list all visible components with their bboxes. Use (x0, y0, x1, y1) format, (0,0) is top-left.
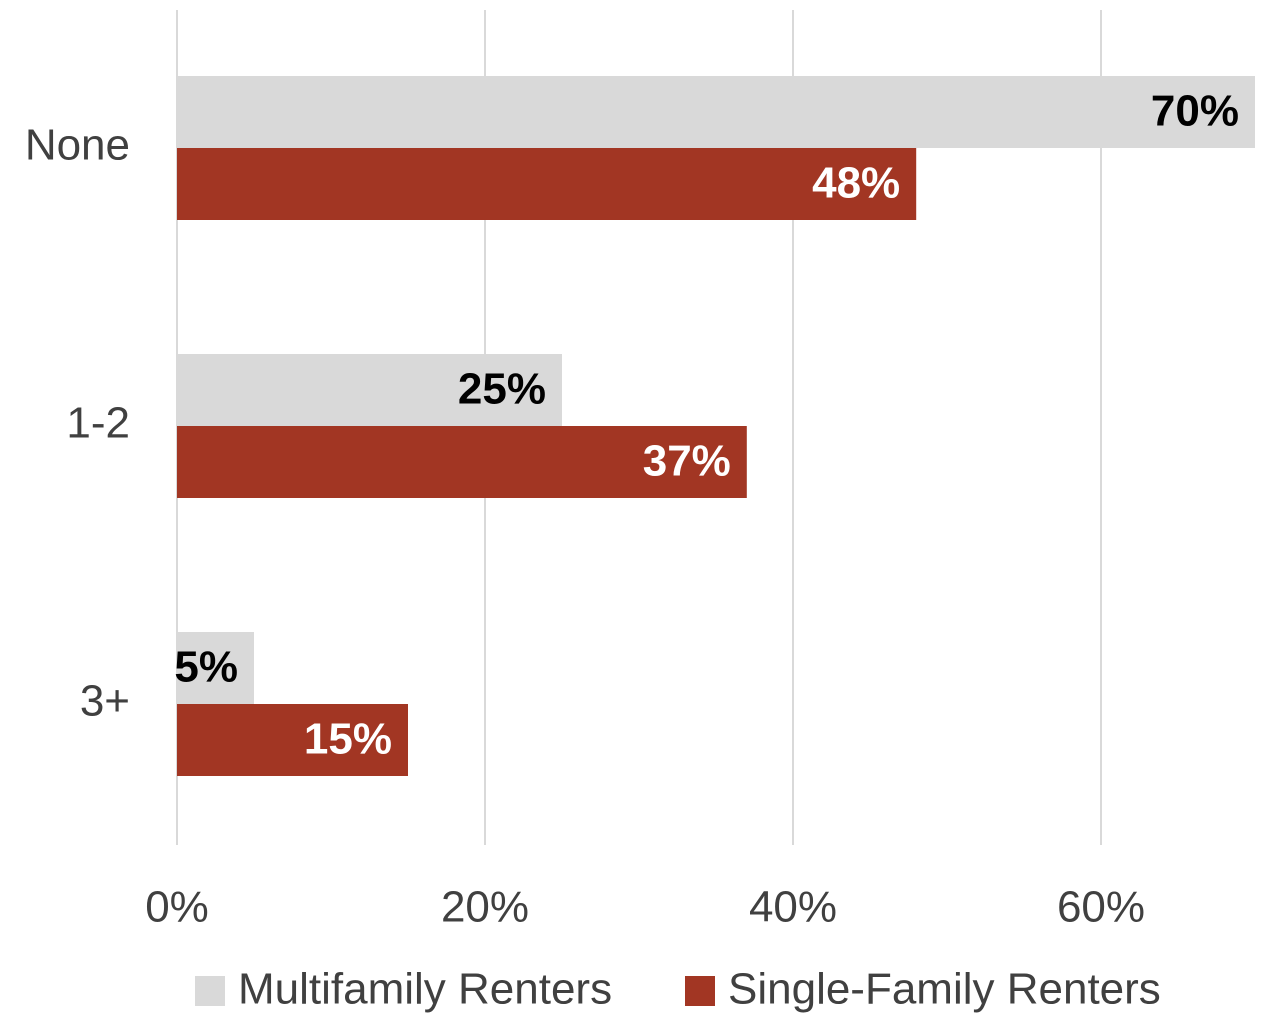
x-tick-label: 0% (145, 883, 209, 932)
x-tick-label: 20% (441, 883, 529, 932)
legend-label: Multifamily Renters (238, 965, 612, 1014)
bar (177, 76, 1255, 148)
bar (177, 704, 408, 776)
value-label: 48% (812, 159, 900, 208)
legend-swatch (195, 976, 225, 1006)
legend-label: Single-Family Renters (728, 965, 1161, 1014)
y-tick-label: 3+ (80, 677, 130, 726)
legend-swatch (685, 976, 715, 1006)
value-label: 37% (643, 437, 731, 486)
value-label: 25% (458, 365, 546, 414)
bar (177, 148, 917, 220)
bar (177, 632, 254, 704)
x-tick-label: 60% (1057, 883, 1145, 932)
y-tick-label: 1-2 (66, 399, 130, 448)
bar (177, 426, 747, 498)
value-label: 70% (1151, 87, 1239, 136)
value-label: 15% (304, 715, 392, 764)
value-label: 5% (174, 643, 238, 692)
y-tick-label: None (25, 121, 130, 170)
x-tick-label: 40% (749, 883, 837, 932)
bar (177, 354, 562, 426)
